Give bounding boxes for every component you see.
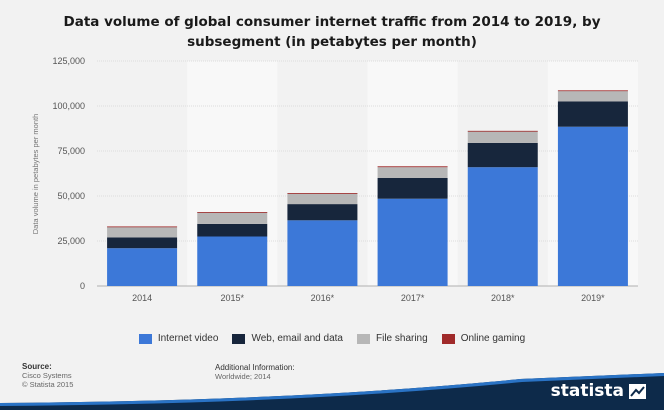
bar-internet-video-2019[interactable] (557, 126, 628, 286)
statista-logo-icon (629, 384, 646, 399)
bar-online-gaming-2017[interactable] (377, 166, 448, 168)
source-name: Cisco Systems (22, 371, 72, 380)
bar-file-sharing-2018[interactable] (467, 131, 538, 143)
bar-file-sharing-2016[interactable] (287, 193, 358, 205)
brand-bar-accent (0, 373, 664, 406)
x-tick-label: 2016* (311, 293, 335, 303)
legend-item-online-gaming[interactable]: Online gaming (441, 333, 526, 344)
bar-online-gaming-2014[interactable] (107, 226, 178, 228)
legend-swatch-internet-video (138, 333, 152, 344)
y-tick-label: 50,000 (57, 191, 85, 201)
bar-online-gaming-2019[interactable] (557, 90, 628, 92)
bar-internet-video-2015[interactable] (197, 236, 268, 287)
bar-web-email-and-data-2015[interactable] (197, 223, 268, 237)
additional-info-text: Worldwide; 2014 (215, 372, 271, 381)
y-axis-label: Data volume in petabytes per month (31, 114, 40, 234)
copyright: © Statista 2015 (22, 380, 74, 389)
chart-title: Data volume of global consumer internet … (63, 14, 601, 50)
legend-label: Online gaming (460, 333, 526, 344)
y-axis-ticks: 0 25,000 50,000 75,000 100,000 125,000 (52, 56, 85, 291)
bar-file-sharing-2019[interactable] (557, 90, 628, 102)
bar-web-email-and-data-2018[interactable] (467, 142, 538, 168)
x-tick-label: 2017* (401, 293, 425, 303)
legend-swatch-web-email-data (232, 333, 246, 344)
bar-online-gaming-2016[interactable] (287, 193, 358, 194)
x-tick-label: 2014 (132, 293, 152, 303)
bar-internet-video-2018[interactable] (467, 167, 538, 286)
bar-file-sharing-2017[interactable] (377, 167, 448, 178)
bar-web-email-and-data-2017[interactable] (377, 178, 448, 199)
y-tick-label: 25,000 (57, 236, 85, 246)
legend-item-file-sharing[interactable]: File sharing (356, 333, 428, 344)
x-tick-label: 2018* (491, 293, 515, 303)
legend-label: Internet video (157, 333, 219, 344)
bar-file-sharing-2015[interactable] (197, 212, 268, 224)
y-tick-label: 0 (80, 281, 85, 291)
additional-info-heading[interactable]: Additional Information: (215, 363, 295, 372)
bar-web-email-and-data-2019[interactable] (557, 101, 628, 127)
bar-file-sharing-2014[interactable] (107, 226, 178, 238)
bar-online-gaming-2015[interactable] (197, 212, 268, 213)
x-axis-ticks: 2014 2015* 2016* 2017* 2018* 2019* (132, 293, 605, 303)
y-tick-label: 100,000 (52, 101, 85, 111)
x-tick-label: 2015* (220, 293, 244, 303)
bar-online-gaming-2018[interactable] (467, 130, 538, 132)
legend-item-internet-video[interactable]: Internet video (138, 333, 219, 344)
statista-logo[interactable]: statista (550, 381, 624, 401)
gridlines (97, 60, 638, 287)
bar-internet-video-2017[interactable] (377, 198, 448, 286)
bar-web-email-and-data-2014[interactable] (107, 237, 178, 249)
source-block: Source: Cisco Systems © Statista 2015 (22, 362, 73, 389)
y-tick-label: 75,000 (57, 146, 85, 156)
x-tick-label: 2019* (581, 293, 605, 303)
bar-web-email-and-data-2016[interactable] (287, 204, 358, 221)
source-heading[interactable]: Source: (22, 362, 52, 371)
bar-internet-video-2014[interactable] (107, 248, 178, 286)
legend-swatch-file-sharing (356, 333, 370, 344)
legend-label: Web, email and data (251, 333, 343, 344)
legend: Internet video Web, email and data File … (0, 333, 664, 344)
legend-item-web-email-data[interactable]: Web, email and data (232, 333, 343, 344)
legend-swatch-online-gaming (441, 333, 455, 344)
bar-internet-video-2016[interactable] (287, 220, 358, 286)
bars (107, 90, 628, 286)
additional-info-block: Additional Information: Worldwide; 2014 (215, 363, 295, 381)
y-tick-label: 125,000 (52, 56, 85, 66)
brand-footer (0, 373, 664, 410)
legend-label: File sharing (375, 333, 428, 344)
